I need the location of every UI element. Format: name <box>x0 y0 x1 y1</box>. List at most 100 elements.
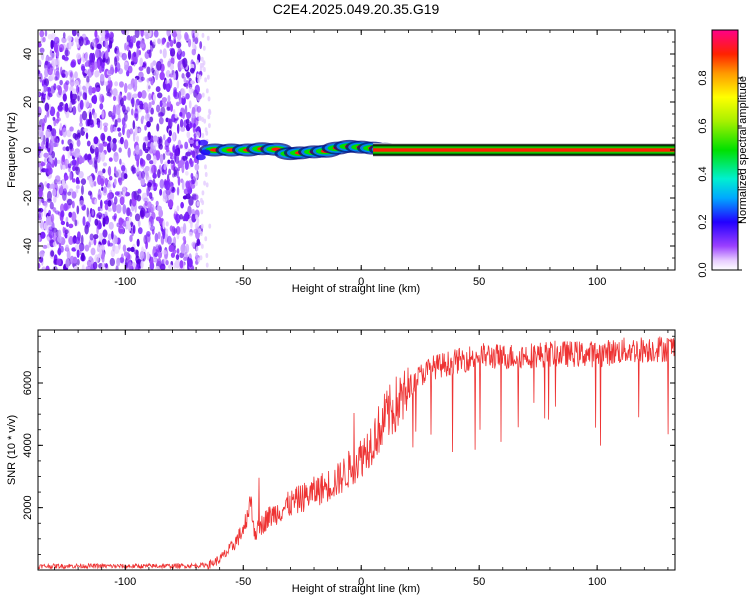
noise-speck <box>126 70 130 77</box>
noise-speck <box>53 132 57 142</box>
noise-speck <box>48 92 53 98</box>
noise-speck <box>191 176 197 185</box>
noise-speck <box>176 41 182 49</box>
noise-speck <box>84 244 90 252</box>
noise-speck <box>46 183 51 189</box>
noise-speck <box>91 174 96 181</box>
noise-speck <box>46 165 51 176</box>
noise-speck <box>50 250 55 257</box>
noise-speck <box>143 102 149 111</box>
noise-speck <box>179 214 183 220</box>
noise-speck <box>185 71 191 78</box>
noise-speck <box>204 236 208 242</box>
noise-speck <box>200 223 204 229</box>
noise-speck <box>122 244 127 253</box>
noise-speck <box>73 265 79 270</box>
noise-speck <box>183 213 189 222</box>
noise-speck <box>161 169 165 176</box>
noise-speck <box>80 234 84 245</box>
noise-speck <box>173 227 178 234</box>
noise-speck <box>76 249 80 258</box>
noise-speck <box>65 244 69 252</box>
noise-speck <box>204 171 208 177</box>
noise-speck <box>102 162 108 167</box>
noise-speck <box>204 127 208 133</box>
noise-speck <box>119 158 122 165</box>
noise-speck <box>41 140 45 150</box>
noise-speck <box>94 118 98 125</box>
noise-speck <box>84 61 89 67</box>
noise-speck <box>205 182 209 188</box>
noise-speck <box>165 228 169 235</box>
noise-speck <box>114 56 118 67</box>
noise-speck <box>168 73 175 78</box>
noise-speck <box>133 190 140 201</box>
noise-speck <box>84 53 88 62</box>
noise-speck <box>204 164 207 170</box>
noise-speck <box>64 174 69 181</box>
noise-speck <box>166 235 172 245</box>
noise-speck <box>146 182 152 188</box>
noise-speck <box>52 241 57 247</box>
noise-speck <box>122 109 129 115</box>
noise-speck <box>134 108 139 118</box>
noise-speck <box>165 83 171 93</box>
noise-speck <box>62 32 66 39</box>
noise-speck <box>189 121 192 129</box>
noise-speck <box>76 53 82 60</box>
noise-speck <box>47 33 53 40</box>
noise-speck <box>195 181 198 187</box>
noise-speck <box>180 201 184 209</box>
noise-speck <box>195 131 201 139</box>
noise-speck <box>188 86 193 95</box>
noise-speck <box>149 160 154 165</box>
noise-speck <box>139 250 145 260</box>
noise-speck <box>71 211 77 222</box>
noise-speck <box>134 213 141 222</box>
noise-speck <box>161 96 168 103</box>
x-tick-label: 100 <box>588 276 606 288</box>
x-tick-label: -100 <box>114 576 136 588</box>
noise-speck <box>64 204 70 210</box>
noise-speck <box>64 232 68 239</box>
noise-speck <box>146 153 152 161</box>
noise-speck <box>155 248 160 254</box>
noise-speck <box>170 252 176 258</box>
noise-speck <box>118 132 122 138</box>
noise-speck <box>94 70 100 78</box>
noise-speck <box>120 253 124 262</box>
noise-speck <box>188 139 195 144</box>
noise-speck <box>69 150 73 157</box>
noise-speck <box>167 95 171 103</box>
noise-speck <box>38 199 41 206</box>
noise-speck <box>145 113 150 122</box>
noise-speck <box>97 174 102 185</box>
noise-speck <box>104 50 109 60</box>
noise-speck <box>100 36 105 41</box>
noise-speck <box>60 220 66 226</box>
noise-speck <box>84 99 90 108</box>
noise-speck <box>136 263 140 268</box>
noise-speck <box>44 202 48 208</box>
noise-speck <box>146 251 150 261</box>
noise-speck <box>153 69 160 77</box>
noise-speck <box>181 179 185 191</box>
noise-speck <box>144 124 147 131</box>
noise-speck <box>153 39 157 45</box>
noise-speck <box>123 95 127 101</box>
noise-speck <box>157 38 161 45</box>
noise-speck <box>69 71 73 78</box>
noise-speck <box>185 181 191 191</box>
noise-speck <box>50 52 55 59</box>
noise-speck <box>108 157 113 162</box>
noise-speck <box>200 243 204 249</box>
noise-speck <box>152 155 157 166</box>
noise-speck <box>199 66 203 72</box>
noise-speck <box>116 117 122 123</box>
noise-speck <box>114 191 120 196</box>
noise-speck <box>146 121 151 128</box>
noise-speck <box>114 235 118 245</box>
noise-speck <box>191 48 197 56</box>
noise-speck <box>149 225 156 232</box>
noise-speck <box>194 84 200 94</box>
